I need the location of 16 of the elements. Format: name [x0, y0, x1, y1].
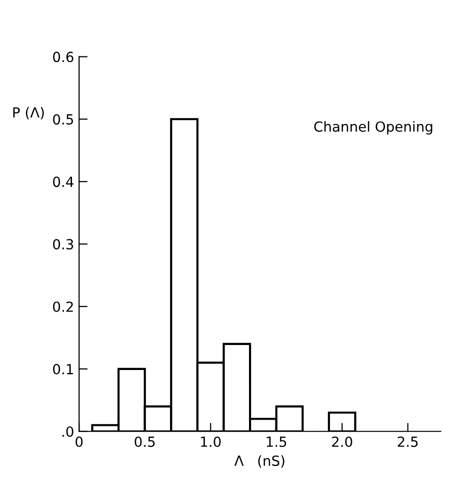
x-tick-label: 0 [76, 436, 83, 447]
x-axis-title: Λ (nS) [234, 455, 284, 468]
x-tick-label: 0.5 [134, 436, 155, 447]
x-tick-label: 2.0 [332, 436, 352, 447]
y-axis-title: P (Λ) [13, 106, 44, 120]
y-tick-label: 0.6 [53, 52, 74, 62]
annotation: Channel Opening [314, 121, 432, 135]
y-tick-label: 0.4 [53, 176, 74, 188]
y-tick-label: 0.5 [53, 114, 74, 125]
x-tick-label: 1.0 [201, 436, 221, 447]
y-tick-label: 0.2 [53, 301, 73, 312]
y-tick-label: .0 [62, 426, 74, 437]
y-tick-label: 0.3 [53, 239, 74, 250]
y-tick-label: 0.1 [53, 364, 73, 374]
x-tick-label: 2.5 [398, 436, 418, 447]
x-tick-label: 1.5 [266, 436, 286, 447]
